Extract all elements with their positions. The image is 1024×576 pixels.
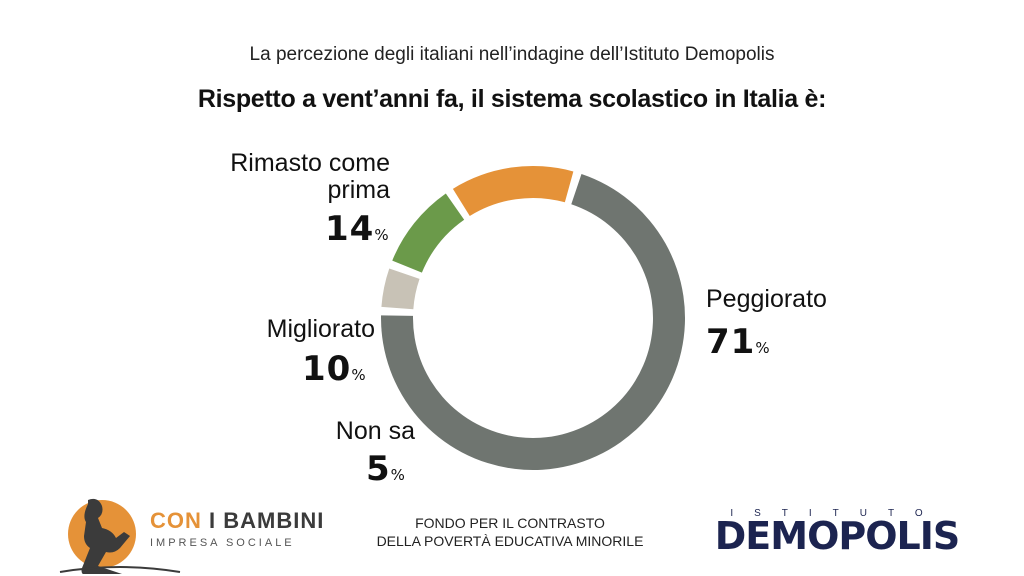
value-peggiorato-number: 71	[706, 322, 756, 362]
value-nonsa-number: 5	[366, 449, 391, 489]
demopolis-logo: DEMOPOLIS	[714, 514, 961, 558]
donut-slice-rimasto-come-prima	[452, 166, 574, 217]
fondo-line1: FONDO PER IL CONTRASTO	[415, 515, 605, 531]
chart-subtitle: La percezione degli italiani nell’indagi…	[249, 44, 775, 65]
value-migliorato-number: 10	[302, 349, 352, 389]
label-rimasto-line1: Rimasto come	[230, 149, 390, 177]
label-nonsa: Non sa	[335, 417, 415, 445]
label-migliorato: Migliorato	[266, 315, 375, 343]
label-rimasto: Rimasto come prima	[170, 150, 390, 204]
value-rimasto: 14%	[325, 212, 389, 252]
value-rimasto-number: 14	[325, 209, 375, 249]
con-i-bambini-part1: CON	[150, 508, 202, 533]
donut-slice-migliorato	[392, 193, 465, 273]
chart-title: Rispetto a vent’anni fa, il sistema scol…	[197, 85, 827, 113]
con-i-bambini-name: CON I BAMBINI	[150, 508, 324, 534]
value-peggiorato-pct: %	[755, 339, 770, 357]
con-i-bambini-subtitle: IMPRESA SOCIALE	[150, 537, 295, 549]
label-rimasto-line2: prima	[327, 176, 390, 204]
label-peggiorato: Peggiorato	[706, 285, 827, 313]
donut-slice-non-sa	[381, 268, 420, 310]
value-nonsa: 5%	[366, 452, 405, 492]
value-rimasto-pct: %	[374, 226, 389, 244]
value-migliorato-pct: %	[351, 366, 366, 384]
con-i-bambini-part2: I BAMBINI	[209, 508, 325, 533]
value-peggiorato: 71%	[706, 325, 770, 365]
fondo-line2: DELLA POVERTÀ EDUCATIVA MINORILE	[376, 533, 644, 549]
con-i-bambini-logo	[59, 498, 181, 574]
demopolis-istituto: ISTITUTO	[730, 508, 944, 519]
fondo-text: FONDO PER IL CONTRASTO DELLA POVERTÀ EDU…	[340, 514, 680, 550]
value-migliorato: 10%	[302, 352, 366, 392]
value-nonsa-pct: %	[390, 466, 405, 484]
